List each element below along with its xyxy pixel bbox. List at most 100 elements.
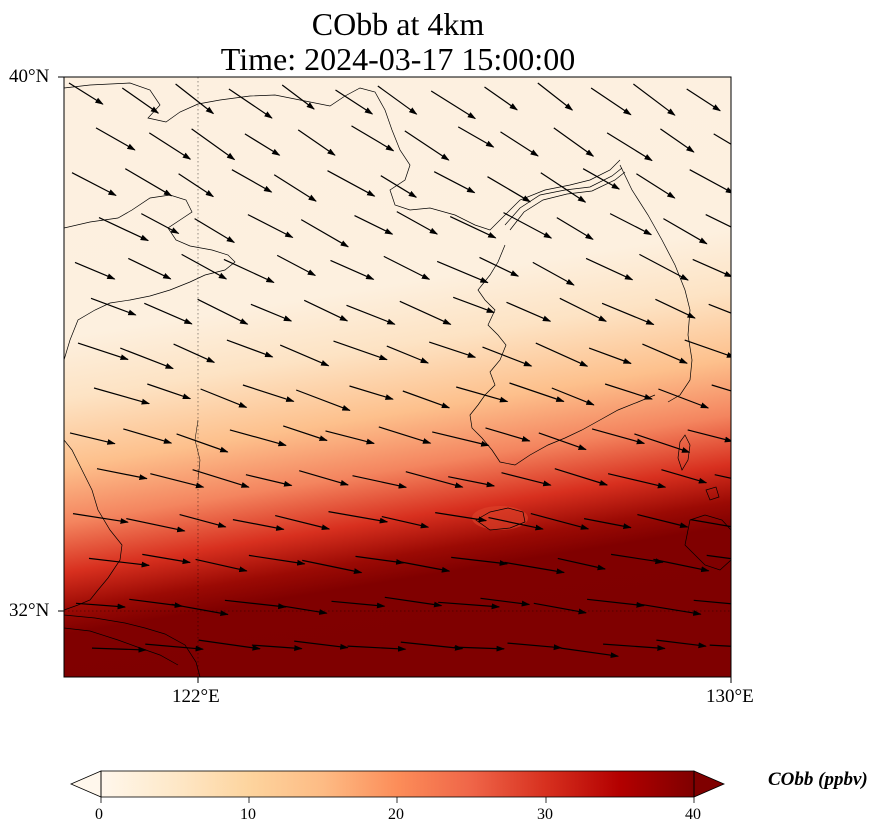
wind-arrow [91, 646, 147, 653]
wind-arrow [330, 259, 375, 280]
wind-arrow [711, 384, 731, 392]
wind-arrow [176, 433, 229, 453]
colorbar-ticks [100, 797, 695, 803]
wind-arrow [71, 172, 117, 197]
wind-arrow [191, 128, 236, 161]
wind-arrow [302, 559, 363, 574]
wind-arrow [128, 257, 172, 280]
wind-arrow [331, 600, 386, 609]
wind-arrow [295, 389, 351, 411]
wind-arrow [454, 645, 505, 652]
wind-arrow [251, 644, 303, 652]
jeju-island [475, 507, 526, 531]
wind-arrow [509, 382, 565, 403]
wind-arrow [192, 469, 250, 488]
wind-arrow [328, 511, 389, 524]
colorbar-tick-20: 20 [388, 806, 404, 823]
concentration-field [64, 77, 731, 677]
wind-arrow [197, 298, 249, 325]
map-subtitle: Time: 2024-03-17 15:00:00 [220, 41, 576, 77]
wind-arrow [684, 339, 731, 358]
wind-arrow [405, 471, 464, 489]
wind-arrow [228, 88, 273, 119]
wind-arrow [479, 256, 520, 277]
wind-arrow [352, 475, 408, 489]
wind-arrow [603, 643, 666, 651]
wind-arrow [232, 519, 285, 531]
wind-arrow [88, 557, 150, 568]
wind-arrow [399, 300, 452, 325]
wind-arrow [378, 426, 432, 444]
wind-arrow [611, 553, 664, 565]
wind-arrow [120, 347, 174, 370]
wind-arrow [585, 257, 634, 281]
wind-arrow [582, 168, 621, 190]
wind-arrow [653, 558, 710, 573]
wind-arrow [530, 513, 590, 530]
wind-arrow [126, 518, 186, 533]
wind-arrow [480, 597, 531, 607]
wind-arrow [303, 299, 349, 322]
wind-arrow [150, 473, 205, 489]
colorbar [69, 770, 726, 803]
wind-arrow [229, 429, 287, 447]
wind-arrow [540, 172, 587, 203]
wind-arrow [556, 217, 594, 240]
wind-arrow [604, 383, 653, 400]
wind-arrow [351, 125, 395, 152]
yangtze-estuary-2 [64, 627, 179, 666]
wind-arrow [590, 87, 632, 116]
wind-arrow [147, 383, 192, 400]
wind-arrow [299, 470, 349, 486]
coastlines [64, 82, 731, 677]
wind-arrow [335, 89, 374, 115]
lat-label-32n: 32°N [9, 600, 50, 621]
wind-arrow [181, 253, 228, 280]
wind-arrow [634, 433, 691, 453]
wind-arrow [98, 217, 149, 242]
wind-arrow [501, 472, 552, 487]
wind-arrow [642, 343, 688, 364]
wind-arrow [588, 347, 632, 365]
wind-arrow [171, 603, 229, 617]
wind-arrow [656, 639, 707, 649]
wind-arrow [433, 171, 476, 194]
wind-arrow [456, 386, 509, 403]
axis-ticks [58, 76, 732, 683]
lon-label-130e: 130°E [706, 686, 754, 707]
wind-arrow [400, 641, 464, 651]
wind-arrow [325, 430, 375, 445]
wind-arrow [706, 554, 731, 560]
border-dprk-1 [504, 167, 623, 226]
colorbar-label: CObb (ppbv) [768, 769, 868, 790]
wind-arrow [709, 644, 731, 647]
wind-arrow [538, 432, 587, 451]
colorbar-extend-high [693, 770, 726, 798]
wind-arrow [248, 554, 306, 566]
wind-arrow [148, 132, 192, 160]
wind-arrow [96, 468, 148, 481]
gridlines [64, 77, 731, 677]
wind-arrow [587, 598, 645, 608]
wind-arrow [124, 168, 173, 197]
wind-arrow [655, 298, 696, 319]
coastline-shandong [64, 194, 236, 361]
wind-arrow [281, 84, 315, 110]
wind-arrow [68, 82, 104, 105]
wind-arrow [436, 260, 489, 284]
wind-arrow [693, 599, 731, 605]
wind-arrow [69, 432, 116, 445]
wind-arrow [714, 474, 731, 479]
wind-arrow [273, 174, 317, 202]
colorbar-body [101, 771, 694, 797]
coastline-korea-west [469, 244, 656, 466]
map-title: CObb at 4km [311, 6, 485, 42]
wind-arrow [144, 302, 193, 325]
wind-arrow [275, 515, 331, 531]
colorbar-tick-30: 30 [537, 806, 553, 823]
wind-arrow [663, 218, 708, 245]
wind-arrow [141, 213, 180, 235]
wind-arrow [692, 258, 731, 278]
wind-arrow [487, 176, 531, 203]
wind-arrow [640, 603, 702, 616]
